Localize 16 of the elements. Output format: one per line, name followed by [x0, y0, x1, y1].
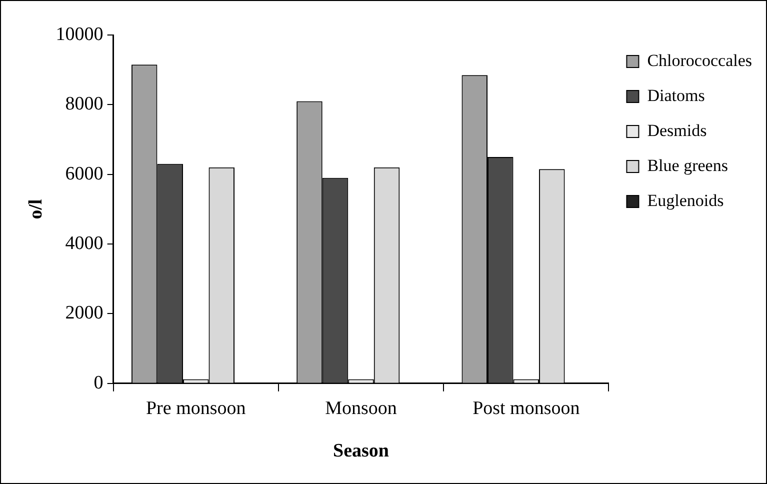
x-tick-label: Monsoon — [325, 398, 398, 419]
y-tick-label: 6000 — [65, 163, 104, 184]
legend-label: Euglenoids — [647, 190, 724, 210]
legend-label: Desmids — [647, 120, 707, 140]
legend-label: Chlorococcales — [647, 50, 752, 70]
x-axis-title: Season — [333, 440, 390, 462]
x-tick-label: Pre monsoon — [146, 398, 246, 419]
y-axis-title: o/l — [25, 199, 46, 220]
legend-label: Blue greens — [647, 156, 728, 175]
x-tick-label: Post monsoon — [472, 398, 580, 419]
y-tick-label: 8000 — [65, 94, 104, 115]
y-tick-label: 0 — [94, 372, 104, 394]
y-tick-label: 4000 — [65, 233, 104, 254]
y-tick-label: 2000 — [65, 302, 104, 324]
legend-label: Diatoms — [647, 86, 705, 105]
y-tick-label: 10000 — [56, 24, 104, 45]
